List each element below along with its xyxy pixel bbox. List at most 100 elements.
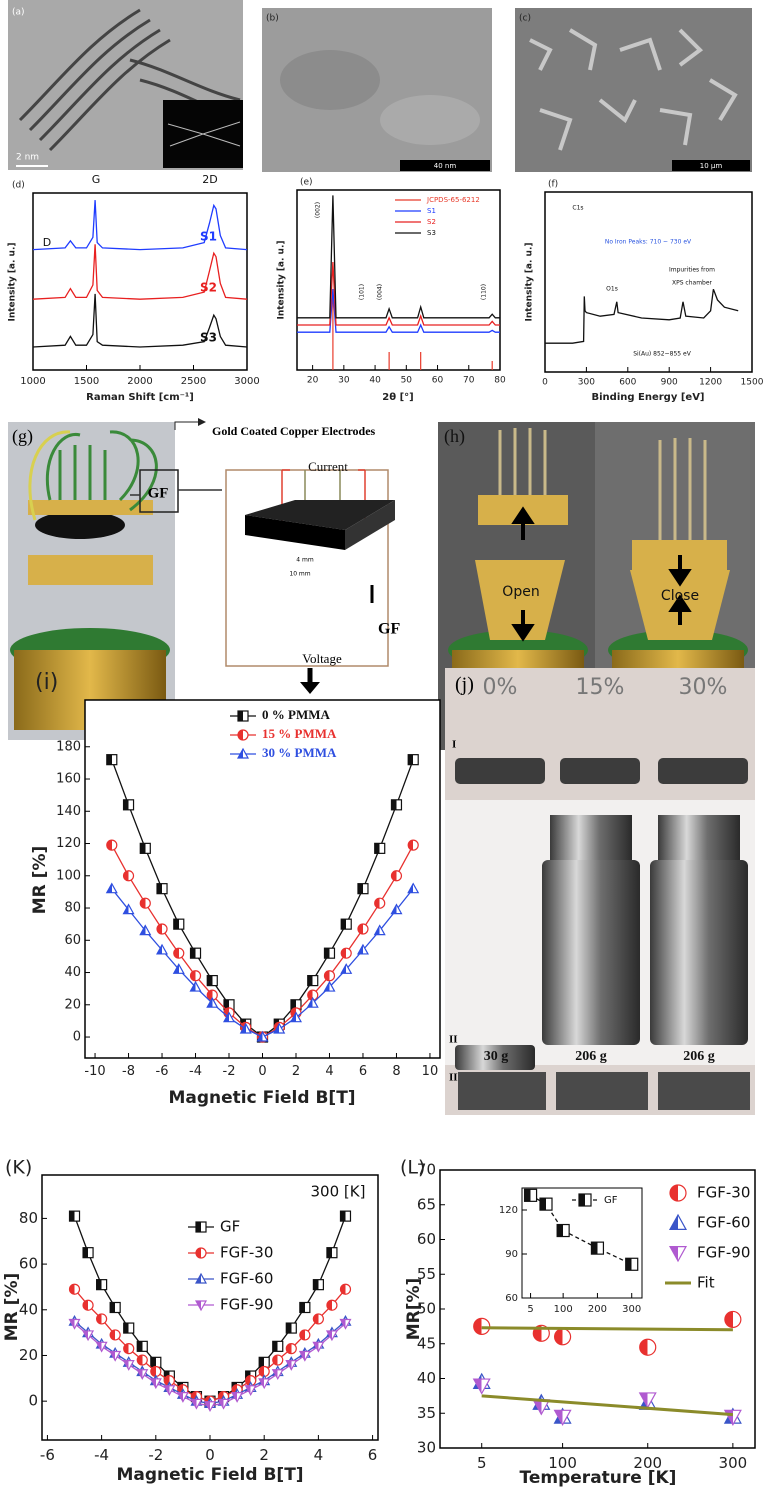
annotation: 300 [K] bbox=[311, 1183, 366, 1201]
weight-label: 206 g bbox=[683, 1049, 715, 1064]
scale-label: 2 nm bbox=[16, 153, 39, 163]
legend-label: 0 % PMMA bbox=[262, 707, 330, 722]
marker bbox=[324, 948, 334, 958]
panel-label: (d) bbox=[12, 181, 25, 191]
marker bbox=[83, 1248, 93, 1258]
weight-label: 206 g bbox=[575, 1049, 607, 1064]
y-tick-label: 40 bbox=[417, 1369, 436, 1387]
panel-label: (f) bbox=[548, 180, 558, 190]
marker bbox=[83, 1300, 93, 1310]
marker bbox=[207, 976, 217, 986]
marker bbox=[391, 800, 401, 810]
column-label: 30% bbox=[679, 675, 728, 700]
y-tick-label: 35 bbox=[417, 1404, 436, 1422]
marker bbox=[340, 1284, 350, 1294]
x-tick-label: 100 bbox=[554, 1304, 573, 1315]
x-tick-label: 3000 bbox=[234, 376, 259, 387]
annotation: O1s bbox=[606, 286, 618, 293]
marker bbox=[140, 843, 150, 853]
scale-label: 40 nm bbox=[434, 162, 457, 170]
marker bbox=[97, 1314, 107, 1324]
x-tick-label: 30 bbox=[338, 376, 350, 386]
x-tick-label: 0 bbox=[205, 1446, 215, 1464]
annotation: G bbox=[92, 173, 101, 186]
marker bbox=[151, 1357, 161, 1367]
legend-label: 30 % PMMA bbox=[262, 745, 337, 760]
x-tick-label: 0 bbox=[258, 1064, 266, 1079]
y-tick-label: 90 bbox=[505, 1249, 518, 1260]
x-axis-label: Binding Energy [eV] bbox=[592, 392, 705, 403]
x-tick-label: -10 bbox=[84, 1064, 105, 1079]
x-axis-label: Raman Shift [cm⁻¹] bbox=[86, 392, 194, 403]
x-tick-label: -2 bbox=[148, 1446, 163, 1464]
y-tick-label: 60 bbox=[417, 1230, 436, 1248]
y-axis-label: Intensity [a. u.] bbox=[525, 243, 535, 322]
legend-label: GF bbox=[604, 1195, 618, 1206]
legend-label: FGF-60 bbox=[220, 1270, 273, 1288]
x-tick-label: 40 bbox=[369, 376, 381, 386]
marker bbox=[124, 800, 134, 810]
marker bbox=[308, 976, 318, 986]
panel-label: (e) bbox=[300, 178, 313, 188]
y-tick-label: 60 bbox=[19, 1255, 38, 1273]
marker bbox=[191, 971, 201, 981]
sem-image bbox=[515, 8, 752, 172]
legend-label: Fit bbox=[697, 1274, 715, 1292]
circuit bbox=[226, 470, 388, 666]
legend-label: S2 bbox=[427, 218, 436, 226]
x-tick-label: 5 bbox=[477, 1454, 487, 1472]
x-tick-label: 1500 bbox=[74, 376, 99, 387]
plot-frame bbox=[297, 190, 500, 370]
marker bbox=[174, 919, 184, 929]
legend-label: 15 % PMMA bbox=[262, 726, 337, 741]
x-tick-label: 2 bbox=[292, 1064, 300, 1079]
panel-a: (a) 2 nm bbox=[8, 0, 243, 170]
panel-label: (h) bbox=[444, 426, 465, 447]
scale-label: 10 μm bbox=[700, 162, 723, 170]
weight bbox=[542, 860, 640, 1045]
y-tick-label: 120 bbox=[56, 836, 81, 851]
marker bbox=[579, 1194, 591, 1206]
x-tick-label: 50 bbox=[401, 376, 413, 386]
panel-label: (b) bbox=[266, 14, 279, 24]
close-label: Close bbox=[661, 588, 699, 604]
marker bbox=[341, 948, 351, 958]
y-tick-label: 30 bbox=[417, 1439, 436, 1457]
width-label: 4 mm bbox=[296, 557, 314, 564]
series-label: S2 bbox=[200, 281, 217, 295]
connector bbox=[175, 422, 198, 430]
y-tick-label: 140 bbox=[56, 804, 81, 819]
marker bbox=[140, 898, 150, 908]
x-tick-label: 6 bbox=[359, 1064, 367, 1079]
x-tick-label: 2 bbox=[259, 1446, 269, 1464]
legend-label: FGF-30 bbox=[697, 1184, 750, 1202]
x-tick-label: -6 bbox=[156, 1064, 169, 1079]
marker bbox=[107, 840, 117, 850]
x-tick-label: 60 bbox=[432, 376, 444, 386]
x-tick-label: 20 bbox=[307, 376, 319, 386]
texture bbox=[280, 50, 380, 110]
marker bbox=[157, 924, 167, 934]
x-tick-label: 1200 bbox=[699, 378, 722, 388]
legend-label: FGF-90 bbox=[220, 1296, 273, 1314]
weight-label: 30 g bbox=[484, 1049, 509, 1064]
y-tick-label: 80 bbox=[19, 1209, 38, 1227]
column-label: 15% bbox=[576, 675, 625, 700]
x-tick-label: 4 bbox=[314, 1446, 324, 1464]
x-tick-label: 80 bbox=[494, 376, 506, 386]
marker bbox=[300, 1330, 310, 1340]
marker bbox=[137, 1341, 147, 1351]
series-label: S1 bbox=[200, 230, 217, 244]
x-axis-label: Magnetic Field B[T] bbox=[116, 1465, 303, 1485]
y-tick-label: 100 bbox=[56, 868, 81, 883]
marker bbox=[341, 919, 351, 929]
marker bbox=[124, 1344, 134, 1354]
arrow bbox=[198, 418, 206, 426]
marker bbox=[110, 1303, 120, 1313]
y-tick-label: 20 bbox=[19, 1346, 38, 1364]
x-tick-label: 300 bbox=[622, 1304, 641, 1315]
x-axis-label: Magnetic Field B[T] bbox=[168, 1088, 355, 1108]
plot-frame bbox=[545, 192, 752, 372]
voltage-label: Voltage bbox=[302, 651, 342, 666]
legend-label: FGF-60 bbox=[697, 1214, 750, 1232]
